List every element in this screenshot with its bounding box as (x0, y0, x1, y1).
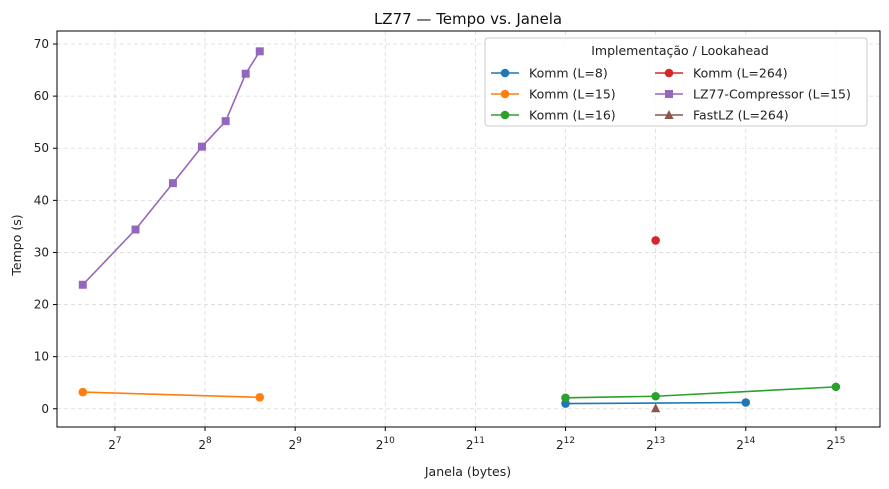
legend-title: Implementação / Lookahead (591, 43, 769, 58)
legend-label: LZ77-Compressor (L=15) (693, 87, 851, 102)
legend-entry: FastLZ (L=264) (655, 108, 789, 123)
legend-entry: LZ77-Compressor (L=15) (655, 87, 851, 102)
y-tick-label: 30 (34, 245, 49, 259)
legend-marker (500, 110, 510, 120)
data-point (651, 391, 660, 401)
legend-entry: Komm (L=8) (491, 66, 608, 81)
y-tick-label: 40 (34, 193, 49, 207)
legend-entries: Komm (L=8) Komm (L=15) Komm (L=16) Komm (L=… (491, 66, 851, 123)
series-komm-l-16 (561, 382, 841, 403)
data-point (651, 403, 661, 413)
series-fastlz-l-264 (651, 403, 661, 413)
legend-box (484, 37, 868, 127)
legend-label: Komm (L=264) (693, 66, 788, 81)
data-point (131, 225, 140, 234)
y-tick-label: 10 (34, 350, 49, 364)
series-komm-l-264 (651, 236, 660, 245)
legend-marker (665, 90, 673, 98)
legend-label: Komm (L=16) (529, 108, 616, 123)
data-point (255, 47, 264, 56)
legend-entry: Komm (L=16) (491, 108, 616, 123)
series-line (565, 401, 746, 405)
legend-marker (664, 68, 674, 78)
legend-marker (664, 110, 674, 119)
series-komm-l-15 (78, 387, 265, 402)
series-lz77-compressor-l-15 (78, 47, 264, 289)
data-point (241, 69, 250, 78)
chart-title: LZ77 — Tempo vs. Janela (374, 10, 562, 28)
y-axis-label: Tempo (s) (9, 214, 24, 276)
legend-label: Komm (L=15) (529, 87, 616, 102)
data-point (561, 393, 570, 403)
plot-area (56, 30, 881, 428)
data-point (221, 117, 230, 126)
data-point (651, 236, 660, 245)
data-point (168, 179, 177, 188)
data-point (78, 387, 88, 397)
series-line (82, 391, 260, 399)
data-point (741, 398, 751, 407)
y-tick-label: 60 (34, 89, 49, 103)
legend: Implementação / Lookahead Komm (L=8)Komm… (484, 37, 868, 127)
legend-marker (500, 89, 510, 99)
x-axis-label: Janela (bytes) (424, 464, 511, 479)
data-point (78, 280, 87, 289)
legend-label: FastLZ (L=264) (693, 108, 789, 123)
legend-entry: Komm (L=264) (655, 66, 788, 81)
data-point (831, 382, 841, 392)
legend-label: Komm (L=8) (529, 66, 608, 81)
y-tick-label: 50 (34, 141, 49, 155)
series-layer (78, 47, 841, 413)
legend-marker (500, 68, 510, 78)
y-tick-label: 70 (34, 37, 49, 51)
data-point (197, 142, 206, 151)
legend-entry: Komm (L=15) (491, 87, 616, 102)
y-tick-label: 20 (34, 298, 49, 312)
data-point (255, 393, 265, 402)
y-tick-label: 0 (41, 402, 49, 416)
